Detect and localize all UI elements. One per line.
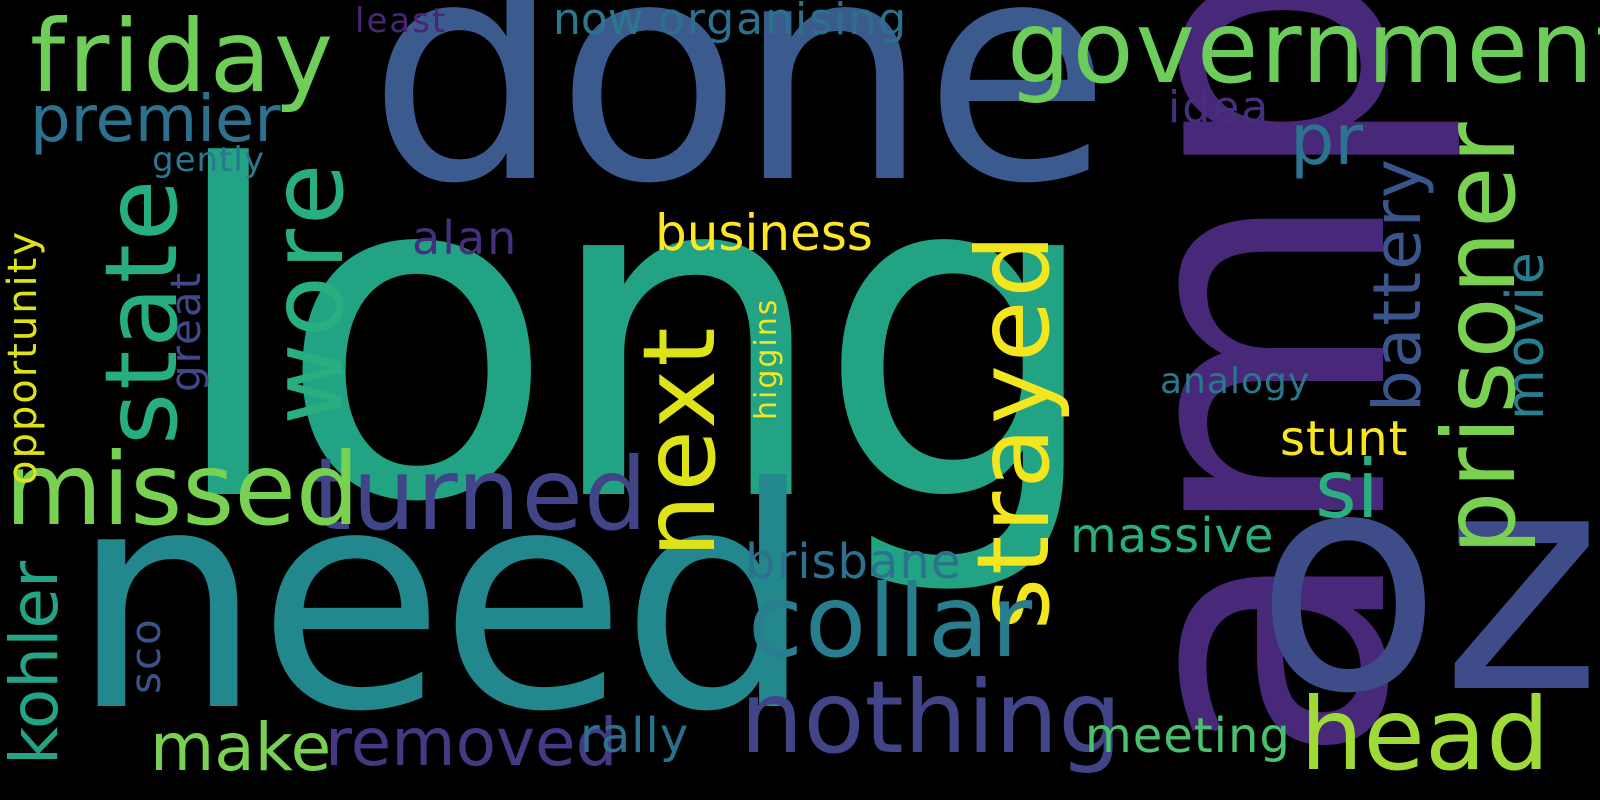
word-make: make [150,709,332,786]
word-organising: organising [658,0,909,45]
word-sco: sco [121,617,170,694]
word-stunt: stunt [1280,411,1409,467]
word-long: long [165,73,1105,602]
word-head: head [1300,676,1550,793]
word-missed: missed [5,431,360,548]
word-meeting: meeting [1085,708,1291,764]
word-wore: wore [249,157,366,425]
word-great: great [161,270,210,392]
word-movie: movie [1496,250,1556,420]
word-opportunity: opportunity [0,229,46,485]
word-collar: collar [748,563,1035,680]
word-brisbane: brisbane [745,534,962,590]
word-friday: friday [30,0,337,115]
word-need: need [70,423,814,778]
word-oz: oz [1255,405,1600,760]
word-rally: rally [580,708,690,764]
word-government: government [1007,0,1600,106]
word-removed: removed [325,704,618,781]
word-alan: alan [412,211,519,265]
word-premier: premier [30,83,281,157]
word-done: done [368,0,1111,250]
word-gently: gently [152,140,265,180]
word-turned: turned [312,436,649,553]
word-massive: massive [1070,508,1275,564]
word-pr: pr [1290,99,1364,181]
word-least: least [355,1,448,41]
word-kohler: kohler [0,560,73,765]
word-next: next [621,324,738,558]
word-business: business [655,204,873,262]
word-higgins: higgins [749,297,784,420]
word-now: now [553,0,644,45]
word-nothing: nothing [740,659,1122,776]
word-analogy: analogy [1160,361,1311,402]
word-si: si [1315,443,1379,536]
word-idea: idea [1168,82,1271,133]
word-battery: battery [1359,157,1436,412]
